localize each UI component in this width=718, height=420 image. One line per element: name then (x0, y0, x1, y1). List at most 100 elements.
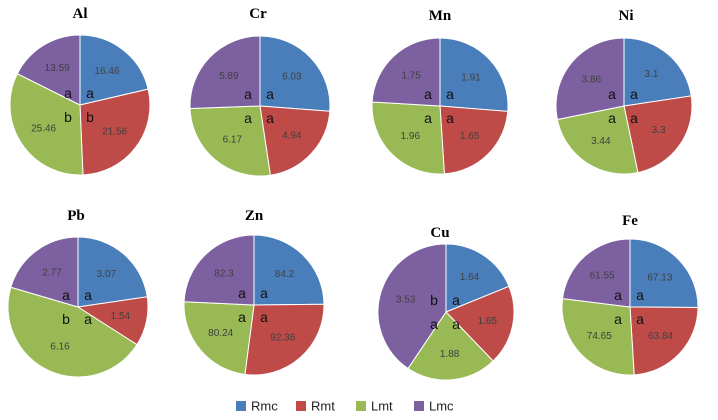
pie-slice-lmc (555, 37, 625, 121)
data-label: 6.03 (282, 72, 302, 83)
significance-letter: a (630, 86, 638, 102)
significance-letter: a (84, 287, 92, 303)
data-label: 1.65 (477, 316, 497, 327)
pie-title: Fe (622, 213, 638, 229)
significance-letter: a (266, 110, 274, 126)
data-label: 63.84 (648, 331, 673, 342)
pie-slice-rmc (253, 234, 325, 306)
data-label: 3.53 (396, 295, 416, 306)
legend-label-lmc: Lmc (429, 399, 454, 414)
pie-slice-rmc (623, 37, 692, 107)
significance-letter: b (62, 311, 70, 327)
significance-letter: a (424, 86, 432, 102)
significance-letter: a (452, 292, 460, 308)
data-label: 67.13 (647, 272, 672, 283)
significance-letter: a (446, 86, 454, 102)
legend-label-rmc: Rmc (251, 399, 278, 414)
data-label: 13.59 (45, 63, 70, 74)
legend-swatch-lmc (414, 401, 424, 411)
data-label: 4.94 (282, 131, 302, 142)
legend: Rmc Rmt Lmt Lmc (236, 399, 454, 414)
pie-slice-rmt (629, 306, 699, 376)
significance-letter: a (260, 309, 268, 325)
pie-slice-rmt (439, 105, 509, 175)
pie-slice-lmc (183, 234, 255, 306)
data-label: 16.46 (94, 66, 119, 77)
data-label: 92.36 (270, 333, 295, 344)
pie-slice-lmt (183, 301, 255, 375)
significance-letter: b (430, 292, 438, 308)
significance-letter: a (260, 285, 268, 301)
significance-letter: a (636, 287, 644, 303)
significance-letter: a (62, 287, 70, 303)
significance-letter: a (238, 309, 246, 325)
pie-slice-rmt (244, 303, 325, 376)
data-label: 3.44 (591, 136, 611, 147)
data-label: 2.77 (42, 267, 62, 278)
legend-label-rmt: Rmt (311, 399, 335, 414)
data-label: 21.56 (102, 126, 127, 137)
legend-swatch-rmc (236, 401, 246, 411)
data-label: 5.89 (219, 71, 239, 82)
pie-slice-lmc (371, 37, 441, 107)
data-label: 6.17 (223, 134, 243, 145)
significance-letter: a (430, 316, 438, 332)
pie-slice-lmt (561, 298, 635, 376)
data-label: 3.1 (645, 69, 659, 80)
significance-letter: a (630, 110, 638, 126)
data-label: 80.24 (208, 328, 233, 339)
data-label: 61.55 (590, 270, 615, 281)
pie-slice-rmc (439, 37, 509, 112)
significance-letter: a (238, 285, 246, 301)
legend-swatch-rmt (296, 401, 306, 411)
pie-slice-lmc (561, 238, 631, 308)
significance-letter: a (64, 85, 72, 101)
pie-slice-rmc (77, 236, 148, 308)
significance-letter: a (86, 85, 94, 101)
data-label: 1.65 (460, 131, 480, 142)
data-label: 1.91 (461, 72, 481, 83)
data-label: 82.3 (214, 269, 234, 280)
data-label: 84.2 (275, 269, 295, 280)
significance-letter: a (614, 287, 622, 303)
significance-letter: b (64, 109, 72, 125)
pie-slice-lmc (10, 236, 79, 308)
pie-slice-rmc (445, 243, 510, 313)
significance-letter: a (636, 311, 644, 327)
legend-label-lmt: Lmt (371, 399, 393, 414)
pie-slice-lmc (16, 34, 81, 106)
pie-title: Al (73, 6, 88, 22)
pie-slice-lmt (9, 73, 84, 176)
data-label: 3.3 (652, 125, 666, 136)
pie-slice-rmt (79, 88, 151, 176)
pie-slice-lmt (7, 286, 138, 378)
significance-letter: a (244, 86, 252, 102)
significance-letter: b (86, 109, 94, 125)
significance-letter: a (608, 110, 616, 126)
pie-slice-rmc (79, 34, 149, 106)
data-label: 74.65 (587, 331, 612, 342)
significance-letter: a (244, 110, 252, 126)
pie-slice-lmc (189, 35, 261, 110)
pie-slice-lmt (189, 105, 271, 177)
data-label: 3.07 (97, 269, 117, 280)
pie-title: Ni (619, 8, 634, 24)
pie-slice-rmt (623, 95, 693, 174)
pie-title: Cu (430, 225, 449, 241)
data-label: 1.54 (111, 311, 131, 322)
data-label: 1.88 (440, 349, 460, 360)
pie-slice-rmt (445, 285, 515, 362)
pie-slice-lmt (556, 105, 639, 175)
pie-slice-lmt (371, 101, 445, 175)
pie-title: Pb (67, 208, 85, 224)
significance-letter: a (452, 316, 460, 332)
data-label: 3.86 (582, 74, 602, 85)
pie-title: Mn (429, 8, 452, 24)
